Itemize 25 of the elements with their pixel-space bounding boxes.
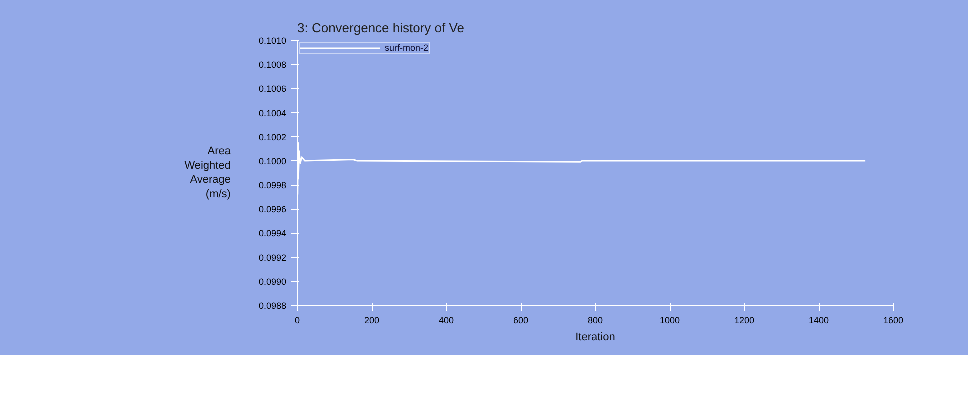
y-tick-label: 0.0990	[258, 276, 287, 287]
y-axis-title: Area Weighted Average (m/s)	[184, 145, 232, 201]
y-tick-label: 0.1008	[258, 60, 287, 70]
x-tick-label: 800	[588, 316, 604, 326]
x-tick-label: 1000	[660, 316, 680, 326]
y-tick-label: 0.1006	[258, 84, 287, 94]
x-tick-label: 0	[294, 316, 300, 326]
x-axis-title: Iteration	[576, 332, 616, 344]
y-tick-label: 0.0994	[258, 228, 287, 239]
x-tick-label: 200	[364, 316, 380, 326]
y-tick-label: 0.0998	[258, 180, 287, 191]
y-tick-label: 0.0992	[258, 252, 287, 263]
y-tick-label: 0.0988	[258, 301, 287, 311]
y-tick-label: 0.1000	[258, 156, 287, 166]
x-tick-label: 400	[438, 316, 454, 326]
x-tick-label: 1600	[883, 316, 904, 326]
y-tick-label: 0.1002	[258, 132, 287, 142]
x-tick-label: 1200	[734, 316, 755, 326]
x-tick-label: 1400	[808, 316, 830, 326]
y-tick-label: 0.1010	[258, 36, 287, 46]
text: surf-mon-2	[385, 43, 429, 53]
chart-title: 3: Convergence history of Ve	[298, 20, 464, 36]
x-tick-label: 600	[513, 316, 529, 326]
y-tick-label: 0.0996	[258, 204, 287, 215]
y-tick-label: 0.1004	[258, 108, 287, 118]
